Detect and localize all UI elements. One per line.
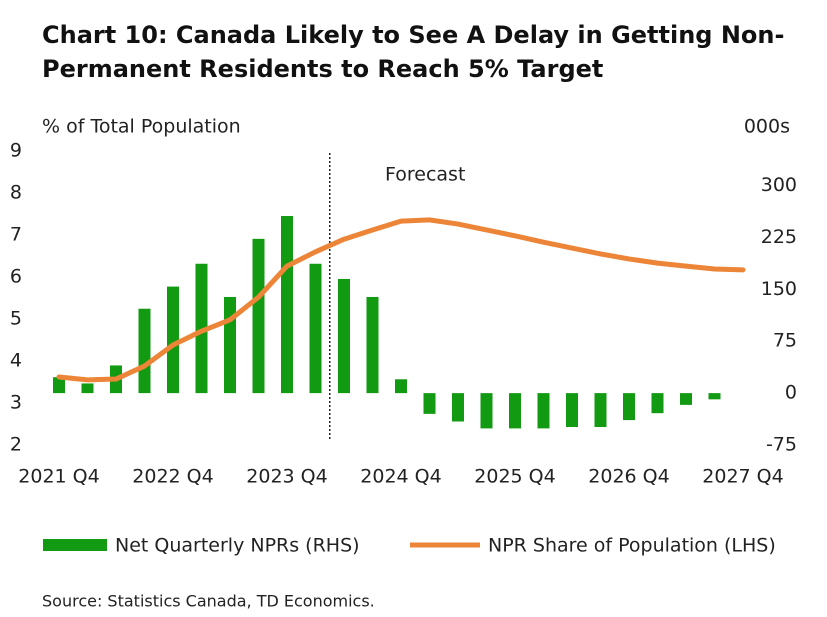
y-tick-label: 2 — [10, 434, 22, 456]
bar — [623, 393, 635, 421]
bar — [680, 393, 692, 405]
y2-tick-label: 150 — [761, 278, 797, 300]
y2-tick-label: -75 — [766, 434, 797, 456]
annotation: Forecast — [385, 164, 465, 186]
bar — [167, 286, 179, 394]
bar — [252, 238, 265, 394]
y2-tick-label: 75 — [773, 330, 797, 352]
chart-title: Chart 10: Canada Likely to See A Delay i… — [42, 21, 785, 83]
x-tick-label: 2027 Q4 — [702, 466, 783, 488]
bar — [195, 263, 208, 394]
y2-tick-label: 225 — [761, 226, 797, 248]
y-tick-label: 4 — [10, 350, 22, 372]
bar — [138, 308, 151, 394]
source: Source: Statistics Canada, TD Economics. — [42, 592, 375, 611]
bar — [281, 216, 293, 394]
x-tick-label: 2025 Q4 — [474, 466, 555, 488]
y-tick-label: 5 — [10, 308, 22, 330]
bar — [395, 379, 407, 394]
legend-label: NPR Share of Population (LHS) — [488, 535, 776, 557]
y-tick-label: 9 — [10, 140, 22, 162]
bar — [366, 296, 379, 394]
bar — [537, 393, 550, 429]
bar — [53, 377, 65, 394]
bar — [509, 393, 521, 429]
bar — [224, 296, 236, 394]
legend-label: Net Quarterly NPRs (RHS) — [115, 535, 360, 557]
y-tick-label: 6 — [10, 266, 22, 288]
x-tick-label: 2021 Q4 — [18, 466, 99, 488]
y2-axis-label: 000s — [744, 116, 790, 138]
x-tick-label: 2022 Q4 — [132, 466, 213, 488]
y2-tick-label: 300 — [761, 174, 797, 196]
legend-swatch — [43, 539, 107, 551]
x-tick-label: 2026 Q4 — [588, 466, 669, 488]
line — [56, 217, 746, 383]
bar — [594, 393, 607, 428]
y-tick-label: 7 — [10, 224, 22, 246]
y-tick-label: 3 — [10, 392, 22, 414]
bar — [651, 393, 664, 414]
bar — [81, 383, 94, 394]
bar — [338, 278, 350, 394]
bar — [480, 393, 493, 429]
bar — [423, 393, 436, 414]
y-axis-label: % of Total Population — [42, 116, 241, 138]
bar — [566, 393, 578, 428]
y2-tick-label: 0 — [785, 382, 797, 404]
x-tick-label: 2023 Q4 — [246, 466, 327, 488]
y-tick-label: 8 — [10, 182, 22, 204]
x-tick-label: 2024 Q4 — [360, 466, 441, 488]
bar — [309, 263, 322, 394]
bar — [452, 393, 464, 422]
bar — [708, 393, 721, 400]
